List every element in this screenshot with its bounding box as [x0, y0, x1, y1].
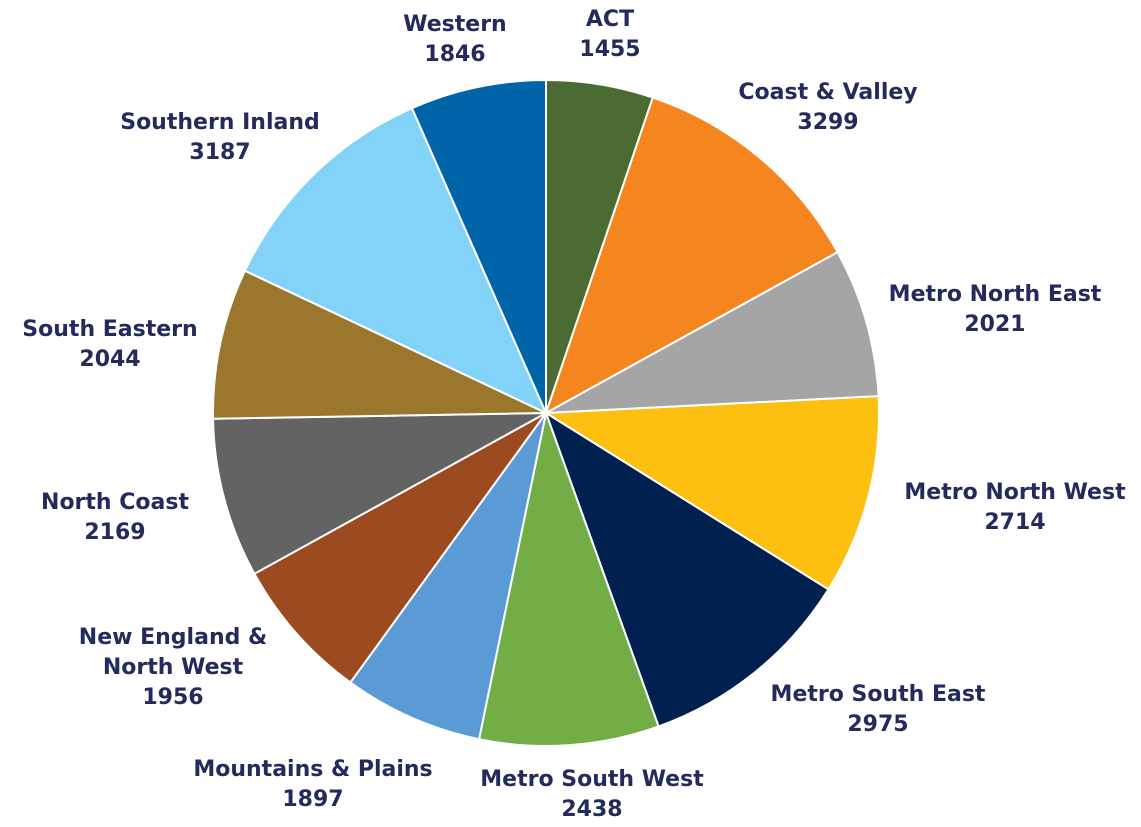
value-label: 2714 — [984, 510, 1046, 535]
category-label: New England & North West — [78, 625, 268, 680]
category-label: Mountains & Plains — [193, 757, 433, 782]
value-label: 2975 — [847, 712, 909, 737]
value-label: 1455 — [579, 37, 641, 62]
category-label: Metro South West — [480, 767, 704, 792]
pie-slice — [477, 409, 660, 747]
category-label: North Coast — [41, 490, 189, 515]
value-label: 2044 — [79, 347, 141, 372]
pie-slice — [243, 106, 548, 416]
slice-label: Mountains & Plains 1897 — [193, 755, 432, 815]
category-label: Metro North West — [904, 480, 1126, 505]
value-label: 2021 — [964, 312, 1026, 337]
slice-label: Metro North West 2714 — [904, 478, 1125, 538]
value-label: 2438 — [561, 797, 623, 822]
pie-slice — [545, 250, 880, 414]
value-label: 2169 — [84, 520, 146, 545]
pie-slice — [253, 412, 547, 684]
slice-label: Metro South West 2438 — [480, 765, 703, 825]
pie-slice — [544, 410, 830, 728]
slice-label: South Eastern 2044 — [22, 315, 197, 375]
pie-slice — [212, 412, 547, 576]
category-label: Metro North East — [888, 282, 1102, 307]
slice-label: Coast & Valley 3299 — [738, 78, 917, 138]
slice-label: Metro North East 2021 — [889, 280, 1102, 340]
slice-label: Southern Inland 3187 — [120, 108, 320, 168]
category-label: ACT — [585, 7, 635, 32]
slice-label: New England & North West 1956 — [73, 623, 273, 713]
value-label: 3299 — [797, 110, 859, 135]
pie-slice — [542, 395, 880, 591]
category-label: Western — [403, 12, 507, 37]
slice-label: North Coast 2169 — [41, 488, 189, 548]
slice-label: ACT 1455 — [579, 5, 640, 65]
category-label: Metro South East — [770, 682, 986, 707]
pie-slice — [348, 412, 547, 741]
pie-slice — [410, 78, 547, 414]
category-label: South Eastern — [22, 317, 198, 342]
value-label: 1956 — [142, 685, 204, 710]
slice-label: Western 1846 — [403, 10, 506, 70]
value-label: 1846 — [424, 42, 486, 67]
category-label: Coast & Valley — [738, 80, 918, 105]
value-label: 1897 — [282, 787, 344, 812]
pie-slice — [212, 269, 547, 420]
pie-slice — [544, 96, 839, 416]
slice-label: Metro South East 2975 — [771, 680, 986, 740]
category-label: Southern Inland — [120, 110, 320, 135]
value-label: 3187 — [189, 140, 251, 165]
